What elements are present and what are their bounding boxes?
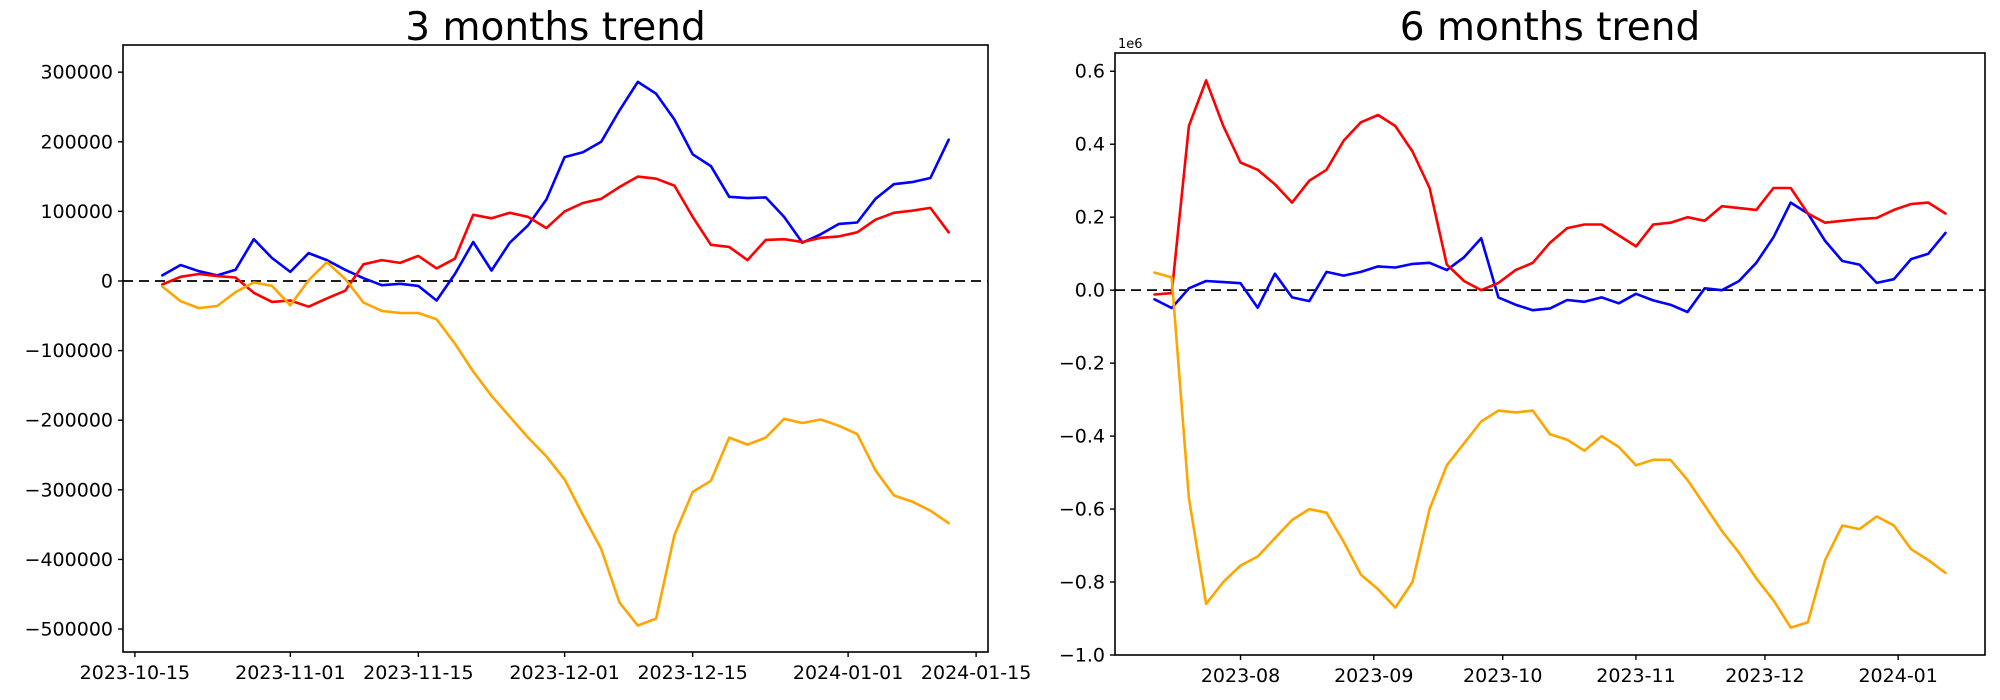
series-line-orange — [161, 260, 951, 627]
y-tick-label: 200000 — [40, 131, 113, 153]
y-tick-label: 0.4 — [1075, 134, 1105, 156]
x-tick-label: 2023-11 — [1596, 665, 1675, 687]
x-tick-label: 2023-11-15 — [363, 662, 473, 684]
y-tick-label: 0.2 — [1075, 207, 1105, 229]
y-tick-label: −200000 — [25, 410, 113, 432]
y-tick-label: 0.6 — [1075, 61, 1105, 83]
chart-title-6-months: 6 months trend — [1399, 5, 1701, 50]
series-line-orange — [1153, 271, 1947, 629]
y-tick-label: 0.0 — [1075, 280, 1105, 302]
axes-box — [122, 44, 989, 653]
chart-title-3-months: 3 months trend — [405, 5, 706, 50]
y-tick-label: 100000 — [40, 201, 113, 223]
series-line-blue — [1153, 201, 1947, 314]
chart-1: 2023-08 2023-09 2023-10 2023-11 2023-12 2024-… — [1059, 37, 1986, 687]
x-tick-label: 2024-01-15 — [921, 662, 1031, 684]
y-tick-label: 0 — [101, 270, 113, 292]
series-line-blue — [161, 80, 951, 302]
x-tick-label: 2023-11-01 — [235, 662, 345, 684]
y-tick-label: −400000 — [25, 549, 113, 571]
y-tick-label: −100000 — [25, 340, 113, 362]
x-tick-label: 2023-09 — [1334, 665, 1413, 687]
x-tick-label: 2023-12-01 — [509, 662, 619, 684]
x-tick-label: 2023-10-15 — [80, 662, 190, 684]
x-tick-label: 2023-08 — [1201, 665, 1280, 687]
x-tick-label: 2024-01 — [1858, 665, 1937, 687]
x-tick-label: 2023-12-15 — [637, 662, 747, 684]
y-tick-label: −500000 — [25, 619, 113, 641]
x-tick-label: 2023-10 — [1463, 665, 1542, 687]
y-axis-ticks: 0.6 0.4 0.2 0.0 −0.2 −0.4 −0.6 −0.8 −1.0 — [1059, 61, 1115, 667]
y-tick-label: −0.4 — [1059, 426, 1105, 448]
y-tick-label: −0.2 — [1059, 353, 1105, 375]
x-tick-label: 2023-12 — [1725, 665, 1804, 687]
y-tick-label: −300000 — [25, 479, 113, 501]
chart-0: 2023-10-15 2023-11-01 2023-11-15 2023-12-01… — [25, 44, 1031, 684]
y-tick-label: 300000 — [40, 62, 113, 84]
y-tick-label: −0.8 — [1059, 572, 1105, 594]
y-axis-offset-label: 1e6 — [1118, 37, 1143, 52]
y-axis-ticks: 300000 200000 100000 0 −100000 −200000 −300000… — [25, 62, 123, 641]
series-line-red — [161, 175, 951, 309]
axes-box — [1114, 52, 1986, 656]
series-line-red — [1153, 79, 1947, 296]
x-axis-ticks: 2023-08 2023-09 2023-10 2023-11 2023-12 2024-… — [1201, 655, 1938, 687]
x-axis-ticks: 2023-10-15 2023-11-01 2023-11-15 2023-12-01… — [80, 652, 1031, 684]
series-group — [1153, 79, 1947, 629]
series-group — [161, 80, 951, 627]
x-tick-label: 2024-01-01 — [793, 662, 903, 684]
y-tick-label: −1.0 — [1059, 645, 1105, 667]
y-tick-label: −0.6 — [1059, 499, 1105, 521]
